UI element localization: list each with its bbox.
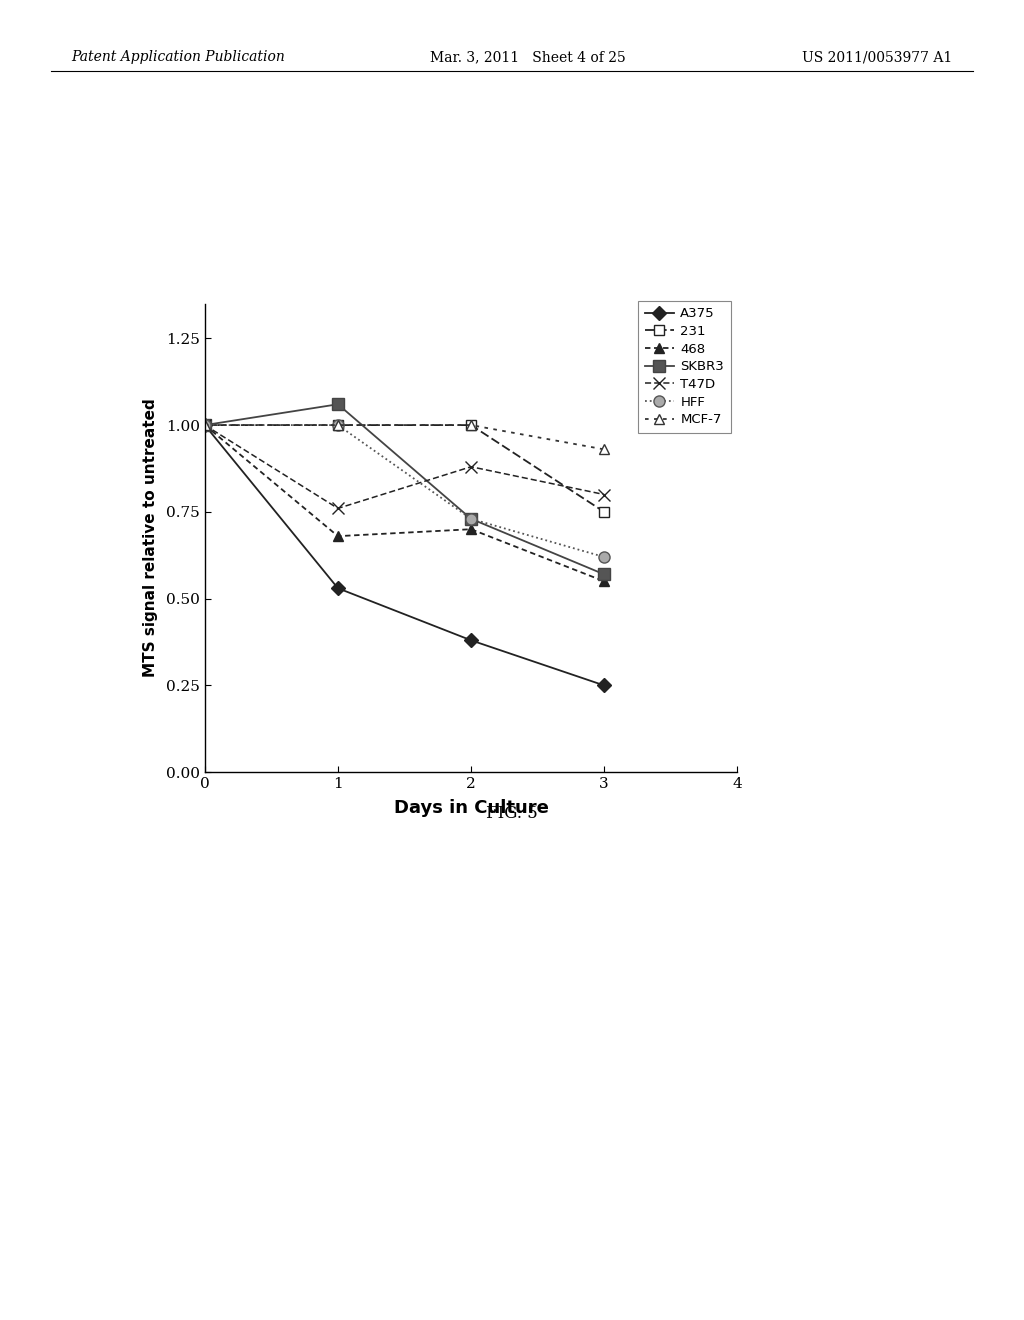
Text: Patent Application Publication: Patent Application Publication <box>72 50 286 65</box>
HFF <box>465 511 477 527</box>
A375 <box>598 677 610 693</box>
231 <box>598 504 610 520</box>
Line: A375: A375 <box>200 420 609 690</box>
468 <box>332 528 344 544</box>
A375 <box>465 632 477 648</box>
Text: FIG. 5: FIG. 5 <box>486 805 538 822</box>
T47D <box>598 487 610 503</box>
MCF-7 <box>465 417 477 433</box>
468 <box>598 573 610 589</box>
231 <box>465 417 477 433</box>
Line: MCF-7: MCF-7 <box>200 420 609 454</box>
HFF <box>199 417 211 433</box>
Text: Mar. 3, 2011   Sheet 4 of 25: Mar. 3, 2011 Sheet 4 of 25 <box>430 50 626 65</box>
SKBR3 <box>332 396 344 412</box>
Line: 468: 468 <box>200 420 609 586</box>
Text: US 2011/0053977 A1: US 2011/0053977 A1 <box>802 50 952 65</box>
X-axis label: Days in Culture: Days in Culture <box>393 800 549 817</box>
T47D <box>199 417 211 433</box>
Y-axis label: MTS signal relative to untreated: MTS signal relative to untreated <box>142 399 158 677</box>
Line: T47D: T47D <box>200 420 609 513</box>
HFF <box>598 549 610 565</box>
Legend: A375, 231, 468, SKBR3, T47D, HFF, MCF-7: A375, 231, 468, SKBR3, T47D, HFF, MCF-7 <box>638 301 731 433</box>
468 <box>199 417 211 433</box>
SKBR3 <box>465 511 477 527</box>
T47D <box>465 459 477 475</box>
Line: HFF: HFF <box>200 420 609 562</box>
MCF-7 <box>598 441 610 457</box>
HFF <box>332 417 344 433</box>
Line: SKBR3: SKBR3 <box>200 399 609 579</box>
MCF-7 <box>199 417 211 433</box>
MCF-7 <box>332 417 344 433</box>
T47D <box>332 500 344 516</box>
A375 <box>332 581 344 597</box>
Line: 231: 231 <box>200 420 609 516</box>
SKBR3 <box>598 566 610 582</box>
SKBR3 <box>199 417 211 433</box>
231 <box>332 417 344 433</box>
231 <box>199 417 211 433</box>
468 <box>465 521 477 537</box>
A375 <box>199 417 211 433</box>
